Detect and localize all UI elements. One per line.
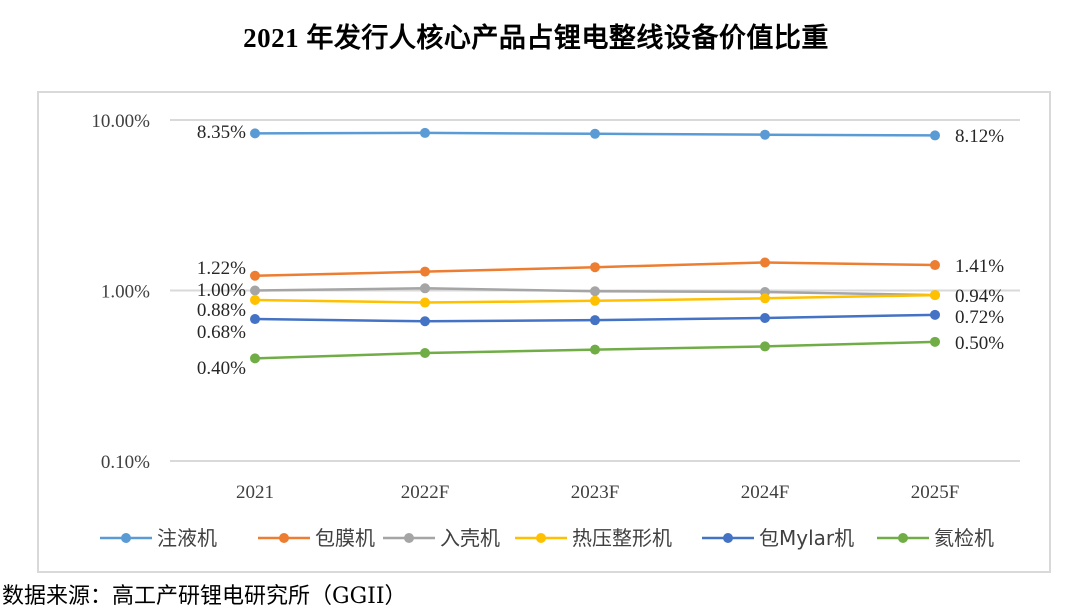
- x-tick-label: 2021: [236, 482, 274, 503]
- chart-title: 2021 年发行人核心产品占锂电整线设备价值比重: [243, 23, 829, 53]
- legend-marker-icon: [404, 533, 414, 543]
- source-note: 数据来源：高工产研锂电研究所（GGII）: [2, 584, 407, 609]
- legend-label: 包Mylar机: [759, 526, 854, 550]
- data-label-first: 0.40%: [197, 358, 246, 379]
- data-point: [930, 260, 940, 271]
- y-tick-label: 1.00%: [101, 282, 150, 303]
- legend-item: 氦检机: [877, 526, 994, 550]
- series-3: [250, 290, 940, 308]
- data-point: [250, 285, 260, 296]
- data-point: [760, 341, 770, 352]
- data-point: [420, 266, 430, 277]
- x-tick-label: 2023F: [571, 482, 620, 503]
- data-label-last: 0.50%: [955, 333, 1004, 354]
- data-point: [930, 130, 940, 141]
- data-point: [760, 293, 770, 304]
- legend-marker-icon: [279, 533, 289, 543]
- legend-marker-icon: [898, 533, 908, 543]
- data-point: [590, 344, 600, 355]
- data-label-first: 1.22%: [197, 258, 246, 279]
- legend-item: 注液机: [100, 526, 217, 550]
- x-tick-label: 2024F: [741, 482, 790, 503]
- data-point: [420, 127, 430, 138]
- y-tick-label: 10.00%: [91, 111, 150, 132]
- data-label-first: 8.35%: [197, 122, 246, 143]
- data-point: [930, 336, 940, 347]
- data-point: [250, 314, 260, 325]
- data-point: [590, 262, 600, 273]
- legend-marker-icon: [121, 533, 131, 543]
- x-tick-label: 2025F: [911, 482, 960, 503]
- data-point: [420, 283, 430, 294]
- legend-item: 包膜机: [258, 526, 375, 550]
- series-1: [250, 257, 940, 281]
- legend-label: 入壳机: [440, 526, 500, 550]
- data-label-first: 1.00%: [197, 280, 246, 301]
- data-point: [930, 309, 940, 320]
- legend-item: 包Mylar机: [702, 526, 854, 550]
- data-point: [250, 270, 260, 281]
- data-point: [420, 316, 430, 327]
- data-label-first: 0.68%: [197, 322, 246, 343]
- legend-marker-icon: [723, 533, 733, 543]
- data-point: [760, 312, 770, 323]
- legend-item: 热压整形机: [515, 526, 672, 550]
- legend-label: 包膜机: [315, 526, 375, 550]
- data-labels: 8.35% 8.12% 1.22% 1.41% 1.00%0.88% 0.94% 0.68%…: [197, 122, 1004, 379]
- legend-label: 氦检机: [934, 526, 994, 550]
- legend-label: 注液机: [157, 526, 217, 550]
- chart-frame: [37, 91, 1051, 573]
- x-tick-label: 2022F: [401, 482, 450, 503]
- data-label-last: 0.72%: [955, 307, 1004, 328]
- data-point: [250, 128, 260, 139]
- y-tick-label: 0.10%: [101, 452, 150, 473]
- data-label-first: 0.88%: [197, 300, 246, 321]
- data-point: [760, 129, 770, 140]
- data-point: [930, 290, 940, 301]
- y-axis-ticks: 10.00% 1.00% 0.10%: [91, 111, 150, 473]
- data-point: [590, 286, 600, 297]
- legend-label: 热压整形机: [572, 526, 672, 550]
- legend-item: 入壳机: [383, 526, 500, 550]
- legend-marker-icon: [536, 533, 546, 543]
- series-0: [250, 127, 940, 141]
- data-label-last: 1.41%: [955, 256, 1004, 277]
- data-point: [250, 294, 260, 305]
- data-point: [590, 315, 600, 326]
- legend: 注液机 包膜机 入壳机 热压整形机 包Mylar机 氦检机: [100, 526, 994, 550]
- x-axis-ticks: 2021 2022F 2023F 2024F 2025F: [236, 482, 959, 503]
- data-point: [590, 295, 600, 306]
- data-label-last: 0.94%: [955, 286, 1004, 307]
- data-label-last: 8.12%: [955, 126, 1004, 147]
- series-lines: [250, 127, 940, 364]
- data-point: [760, 257, 770, 268]
- data-point: [250, 353, 260, 364]
- data-point: [420, 347, 430, 358]
- series-4: [250, 309, 940, 327]
- data-point: [590, 128, 600, 139]
- data-point: [420, 297, 430, 308]
- series-5: [250, 336, 940, 364]
